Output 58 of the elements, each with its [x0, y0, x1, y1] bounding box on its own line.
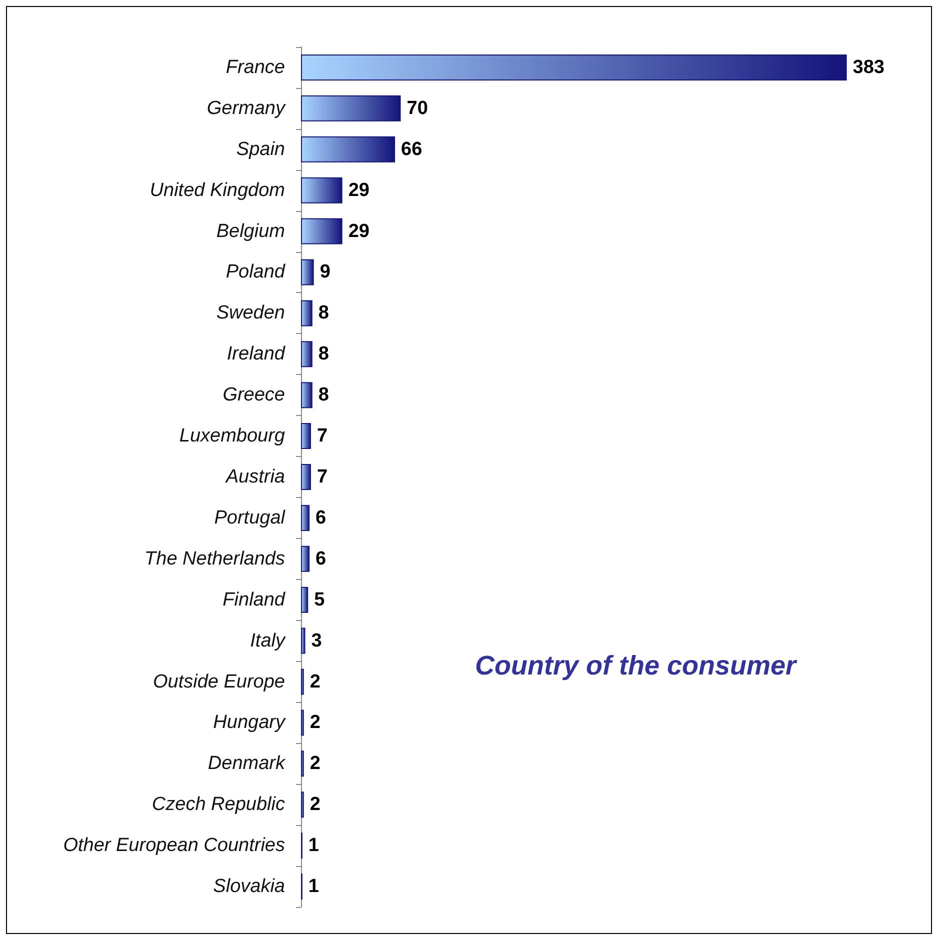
data-label: 2 — [310, 794, 320, 816]
y-tick-label: Italy — [250, 630, 286, 652]
y-tick-label: Ireland — [226, 344, 286, 365]
data-label: 8 — [318, 384, 329, 406]
data-label: 2 — [310, 753, 320, 774]
data-label: 9 — [320, 262, 330, 283]
y-tick-label: Slovakia — [213, 876, 285, 898]
y-tick-label: Other European Countries — [63, 835, 286, 856]
bar — [301, 218, 342, 244]
data-label: 383 — [852, 56, 884, 78]
y-tick-label: Greece — [222, 384, 285, 406]
bar — [301, 95, 401, 122]
data-label: 1 — [308, 835, 320, 856]
text: Country of the consumer — [474, 650, 798, 680]
bar — [301, 54, 847, 80]
data-label: 29 — [348, 180, 370, 201]
bar — [301, 546, 310, 572]
y-tick-label: Denmark — [208, 753, 286, 774]
y-tick-label: United Kingdom — [150, 180, 285, 201]
y-tick-label: Luxembourg — [179, 426, 286, 447]
data-label: 1 — [308, 876, 320, 898]
bar — [301, 464, 311, 490]
bar — [301, 423, 311, 450]
y-tick-label: Germany — [206, 98, 286, 119]
y-tick-label: Hungary — [213, 712, 286, 734]
y-tick-label: France — [226, 56, 285, 78]
y-tick-label: Austria — [224, 466, 285, 488]
data-label: 8 — [318, 302, 329, 324]
data-label: 66 — [401, 138, 422, 160]
bar — [301, 341, 312, 368]
y-tick-label: Belgium — [216, 220, 285, 242]
data-label: 70 — [406, 98, 428, 119]
data-label: 5 — [314, 589, 326, 610]
bar — [301, 504, 310, 531]
data-label: 8 — [318, 344, 329, 365]
bar — [301, 628, 306, 654]
y-tick-label: Spain — [236, 138, 285, 160]
bar — [301, 177, 342, 204]
y-tick-label: The Netherlands — [144, 548, 286, 570]
bar — [301, 586, 308, 613]
bar — [301, 259, 314, 286]
bar — [301, 382, 312, 408]
y-tick-label: Poland — [226, 262, 286, 283]
y-tick-label: Sweden — [216, 302, 285, 324]
y-tick-label: Portugal — [214, 507, 286, 528]
data-label: 2 — [310, 671, 320, 692]
data-label: 3 — [311, 630, 322, 652]
bar — [301, 300, 312, 326]
data-label: 2 — [310, 712, 320, 734]
bar — [301, 136, 396, 162]
y-tick-label: Finland — [222, 589, 286, 610]
data-label: 7 — [316, 466, 328, 488]
data-label: 6 — [316, 548, 326, 570]
data-label: 6 — [316, 507, 326, 528]
y-tick-label: Czech Republic — [152, 794, 286, 816]
data-label: 29 — [348, 220, 370, 242]
data-label: 7 — [316, 426, 328, 447]
y-tick-label: Outside Europe — [152, 671, 285, 692]
